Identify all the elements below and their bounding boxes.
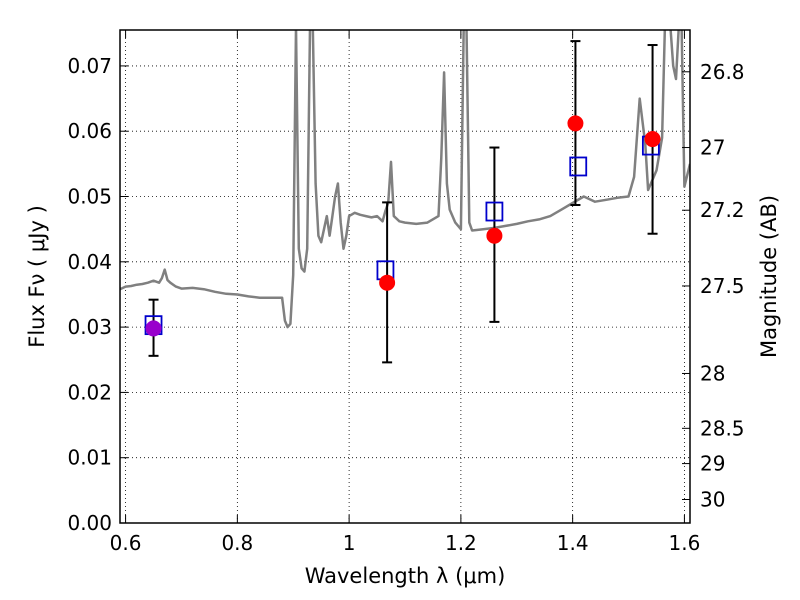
y2-tick-label: 28 <box>700 361 725 385</box>
spectrum-line <box>120 30 690 329</box>
observed-point <box>379 274 396 291</box>
y-tick-label: 0.03 <box>67 315 112 339</box>
y-tick-label: 0.00 <box>67 511 112 535</box>
observed-points-series <box>145 115 661 337</box>
y-tick-label: 0.07 <box>67 54 112 78</box>
observed-point <box>644 131 661 148</box>
x-tick-label: 1.6 <box>669 531 701 555</box>
x-tick-label: 1.4 <box>557 531 589 555</box>
tick-labels: 0.6 0.8 1 1.2 1.4 1.6 0.00 0.01 0.02 0.03 0.04 0.05… <box>67 54 744 555</box>
x-tick-label: 0.8 <box>221 531 253 555</box>
y-tick-label: 0.04 <box>67 250 112 274</box>
y-tick-label: 0.06 <box>67 119 112 143</box>
y-tick-label: 0.02 <box>67 380 112 404</box>
error-bars <box>148 40 658 364</box>
model-point <box>485 201 504 222</box>
y2-axis-label: Magnitude (AB) <box>757 195 781 358</box>
y-axis-label: Flux Fν ( μJy ) <box>25 205 49 348</box>
y2-tick-label: 26.8 <box>700 60 745 84</box>
x-tick-label: 0.6 <box>110 531 142 555</box>
observed-point <box>145 320 162 337</box>
x-tick-label: 1 <box>343 531 356 555</box>
observed-point <box>486 227 503 244</box>
y2-tick-label: 28.5 <box>700 416 745 440</box>
x-tick-label: 1.2 <box>445 531 477 555</box>
y2-tick-label: 27.2 <box>700 198 745 222</box>
model-points-series <box>144 135 660 336</box>
grid <box>120 30 690 524</box>
spectrum-series <box>120 30 690 329</box>
observed-point <box>567 115 584 132</box>
y-tick-label: 0.05 <box>67 185 112 209</box>
plot-frame <box>119 29 691 524</box>
y2-tick-label: 27 <box>700 136 725 160</box>
x-axis-label: Wavelength λ (μm) <box>305 564 506 588</box>
y-tick-label: 0.01 <box>67 446 112 470</box>
model-point <box>569 156 588 177</box>
axis-ticks <box>120 30 690 524</box>
y2-tick-label: 30 <box>700 487 725 511</box>
y2-tick-label: 27.5 <box>700 274 745 298</box>
y2-tick-label: 29 <box>700 452 725 476</box>
